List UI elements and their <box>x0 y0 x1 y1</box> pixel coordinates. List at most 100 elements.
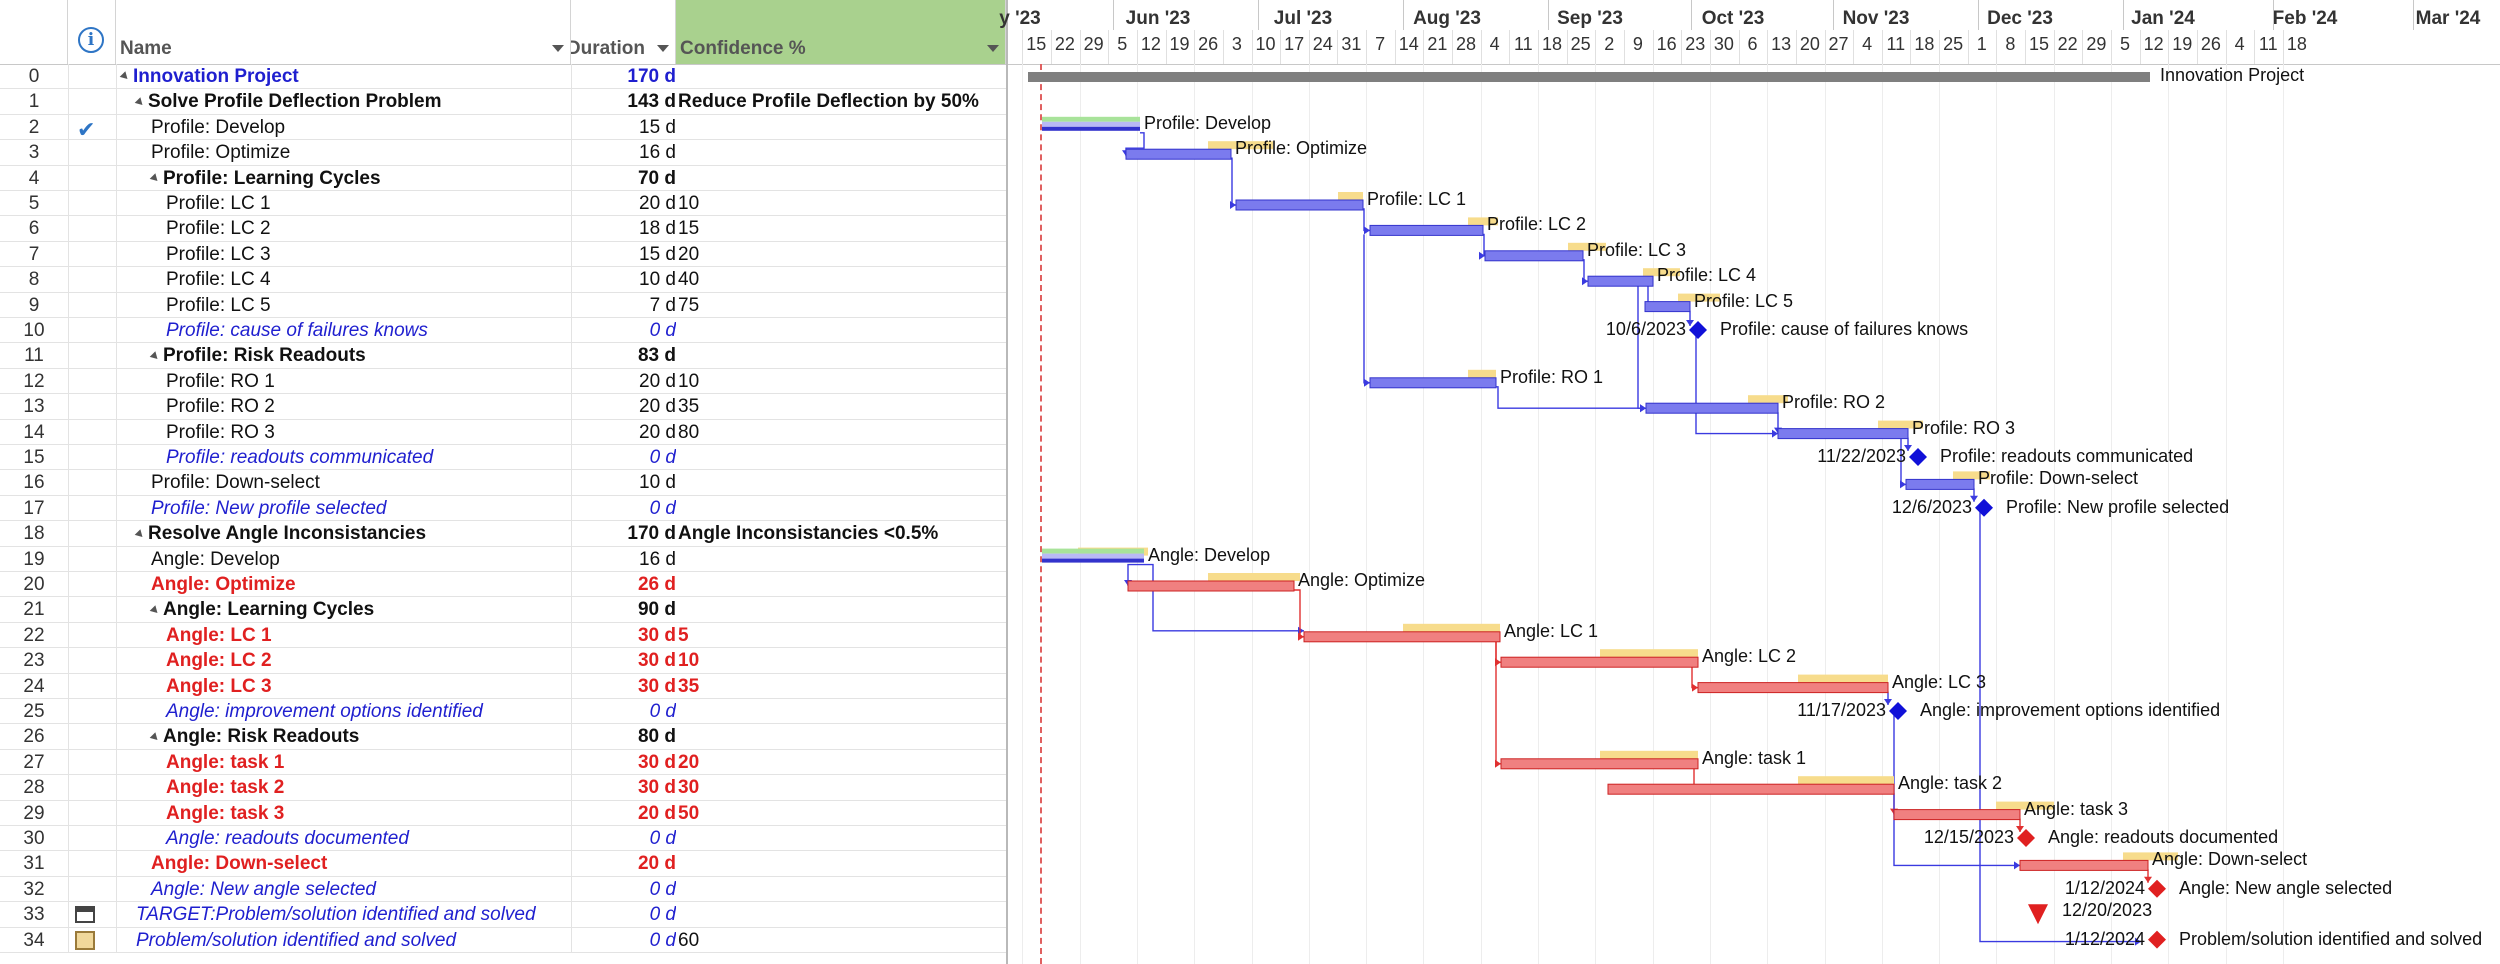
duration-cell[interactable]: 16 d <box>571 546 676 572</box>
table-row[interactable]: 28 Angle: task 2 30 d 30 <box>0 775 1006 801</box>
duration-column-header[interactable]: Duration <box>571 0 676 64</box>
task-name-cell[interactable]: Angle: Develop <box>116 546 571 572</box>
table-row[interactable]: 9 Profile: LC 5 7 d 75 <box>0 292 1006 318</box>
confidence-cell[interactable] <box>676 64 1006 89</box>
duration-cell[interactable]: 20 d <box>571 419 676 445</box>
task-name-cell[interactable]: Profile: LC 4 <box>116 267 571 293</box>
confidence-cell[interactable]: 20 <box>678 243 700 265</box>
collapse-triangle-icon[interactable] <box>149 173 161 184</box>
note-icon[interactable] <box>75 930 95 950</box>
task-name-cell[interactable]: Resolve Angle Inconsistancies <box>116 521 571 547</box>
table-row[interactable]: 30 Angle: readouts documented 0 d <box>0 826 1006 852</box>
task-name-cell[interactable]: Profile: RO 2 <box>116 394 571 420</box>
collapse-triangle-icon[interactable] <box>149 605 161 616</box>
table-row[interactable]: 16 Profile: Down-select 10 d <box>0 470 1006 496</box>
table-row[interactable]: 26 Angle: Risk Readouts 80 d <box>0 724 1006 750</box>
confidence-cell[interactable]: 75 <box>678 294 700 316</box>
duration-cell[interactable]: 15 d <box>571 241 676 267</box>
confidence-cell[interactable] <box>676 343 1006 368</box>
task-name-cell[interactable]: Angle: Down-select <box>116 851 571 877</box>
table-row[interactable]: 27 Angle: task 1 30 d 20 <box>0 749 1006 776</box>
duration-cell[interactable]: 10 d <box>571 470 676 496</box>
task-name-cell[interactable]: Profile: Learning Cycles <box>116 165 571 191</box>
task-name-cell[interactable]: Profile: readouts communicated <box>116 445 571 470</box>
duration-cell[interactable]: 0 d <box>571 318 676 343</box>
duration-cell[interactable]: 30 d <box>571 622 676 648</box>
confidence-cell[interactable] <box>676 547 1006 572</box>
task-name-cell[interactable]: Angle: task 3 <box>116 800 571 826</box>
collapse-triangle-icon[interactable] <box>149 732 161 743</box>
table-row[interactable]: 11 Profile: Risk Readouts 83 d <box>0 343 1006 369</box>
confidence-cell[interactable] <box>676 470 1006 495</box>
confidence-cell[interactable]: 5 <box>678 624 689 646</box>
duration-cell[interactable]: 20 d <box>571 191 676 216</box>
table-row[interactable]: 8 Profile: LC 4 10 d 40 <box>0 267 1006 293</box>
confidence-cell[interactable] <box>676 826 1006 851</box>
table-row[interactable]: 24 Angle: LC 3 30 d 35 <box>0 673 1006 699</box>
duration-cell[interactable]: 20 d <box>571 800 676 826</box>
table-row[interactable]: 23 Angle: LC 2 30 d 10 <box>0 648 1006 674</box>
table-row[interactable]: 21 Angle: Learning Cycles 90 d <box>0 597 1006 623</box>
duration-cell[interactable]: 30 d <box>571 648 676 674</box>
table-row[interactable]: 1 Solve Profile Deflection Problem 143 d Re… <box>0 89 1006 115</box>
table-row[interactable]: 15 Profile: readouts communicated 0 d <box>0 445 1006 471</box>
confidence-cell[interactable] <box>676 572 1006 597</box>
confidence-cell[interactable] <box>676 115 1006 140</box>
duration-cell[interactable]: 0 d <box>571 902 676 928</box>
table-row[interactable]: 19 Angle: Develop 16 d <box>0 546 1006 572</box>
duration-cell[interactable]: 20 d <box>571 368 676 394</box>
duration-cell[interactable]: 7 d <box>571 292 676 318</box>
duration-cell[interactable]: 0 d <box>571 699 676 724</box>
name-column-header[interactable]: Name <box>116 0 571 64</box>
task-name-cell[interactable]: Profile: Down-select <box>116 470 571 496</box>
task-name-cell[interactable]: Angle: New angle selected <box>116 876 571 902</box>
duration-cell[interactable]: 0 d <box>571 876 676 902</box>
gantt-chart[interactable]: y '23 Jun '23 Jul '23 Aug '23 Sep '23 Oct '23… <box>999 0 2500 964</box>
confidence-cell[interactable] <box>676 166 1006 191</box>
duration-cell[interactable]: 10 d <box>571 267 676 293</box>
duration-cell[interactable]: 20 d <box>571 394 676 420</box>
duration-filter-dropdown-icon[interactable] <box>657 45 669 52</box>
confidence-cell[interactable] <box>676 699 1006 724</box>
task-name-cell[interactable]: Angle: task 1 <box>116 749 571 775</box>
task-name-cell[interactable]: Angle: Learning Cycles <box>116 597 571 623</box>
table-row[interactable]: 2 ✔ Profile: Develop 15 d <box>0 114 1006 141</box>
duration-cell[interactable]: 30 d <box>571 673 676 699</box>
table-row[interactable]: 32 Angle: New angle selected 0 d <box>0 876 1006 903</box>
confidence-cell[interactable]: 20 <box>678 751 700 773</box>
table-row[interactable]: 14 Profile: RO 3 20 d 80 <box>0 419 1006 445</box>
collapse-triangle-icon[interactable] <box>134 97 146 108</box>
task-name-cell[interactable]: Angle: task 2 <box>116 775 571 801</box>
task-name-cell[interactable]: Profile: LC 5 <box>116 292 571 318</box>
confidence-cell[interactable]: 30 <box>678 777 700 799</box>
table-row[interactable]: 5 Profile: LC 1 20 d 10 <box>0 191 1006 217</box>
collapse-triangle-icon[interactable] <box>119 71 131 83</box>
duration-cell[interactable]: 90 d <box>571 597 676 623</box>
confidence-cell[interactable]: Reduce Profile Deflection by 50% <box>678 91 979 113</box>
table-row[interactable]: 29 Angle: task 3 20 d 50 <box>0 800 1006 826</box>
table-row[interactable]: 3 Profile: Optimize 16 d <box>0 140 1006 166</box>
duration-cell[interactable]: 170 d <box>571 64 676 89</box>
confidence-cell[interactable] <box>676 724 1006 749</box>
task-name-cell[interactable]: Angle: Risk Readouts <box>116 724 571 750</box>
duration-cell[interactable]: 18 d <box>571 216 676 242</box>
name-filter-dropdown-icon[interactable] <box>552 45 564 52</box>
task-name-cell[interactable]: Profile: LC 1 <box>116 191 571 216</box>
confidence-cell[interactable] <box>676 496 1006 521</box>
table-row[interactable]: 13 Profile: RO 2 20 d 35 <box>0 394 1006 420</box>
confidence-cell[interactable] <box>676 851 1006 876</box>
task-name-cell[interactable]: Profile: Develop <box>116 114 571 140</box>
table-row[interactable]: 0 Innovation Project 170 d <box>0 64 1006 90</box>
confidence-cell[interactable]: 10 <box>678 650 700 672</box>
duration-cell[interactable]: 80 d <box>571 724 676 750</box>
duration-cell[interactable]: 83 d <box>571 343 676 369</box>
table-row[interactable]: 25 Angle: improvement options identified 0… <box>0 699 1006 725</box>
duration-cell[interactable]: 170 d <box>571 521 676 547</box>
duration-cell[interactable]: 30 d <box>571 749 676 775</box>
table-row[interactable]: 20 Angle: Optimize 26 d <box>0 572 1006 598</box>
duration-cell[interactable]: 16 d <box>571 140 676 166</box>
task-name-cell[interactable]: Innovation Project <box>116 64 571 89</box>
duration-cell[interactable]: 15 d <box>571 114 676 140</box>
task-name-cell[interactable]: Problem/solution identified and solved <box>116 927 571 953</box>
